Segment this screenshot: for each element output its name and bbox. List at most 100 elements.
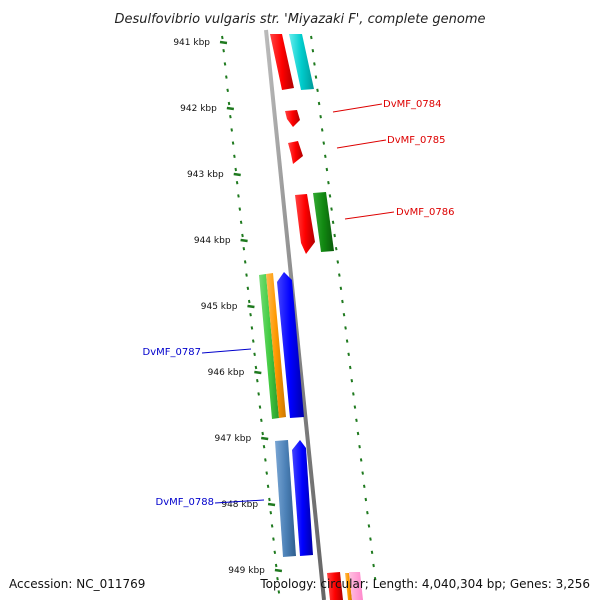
ruler-tick-label: 947 kbp [214,434,251,444]
topology-text: Topology: circular; Length: 4,040,304 bp… [260,577,590,591]
gc-dot [372,563,375,568]
gene-DvMF_0785[interactable] [288,141,303,164]
ruler-tick [254,370,262,375]
ruler-tick-label: 946 kbp [208,368,245,378]
ruler-tick [233,172,241,177]
ruler-tick-label: 948 kbp [221,500,258,510]
map-title: Desulfovibrio vulgaris str. 'Miyazaki F'… [114,12,485,27]
gc-dot [270,524,274,528]
gc-dot [362,484,366,488]
gc-dot [245,273,248,277]
gene-cyan-top[interactable] [289,34,314,90]
gc-dot [225,75,228,79]
gc-dot [350,379,354,383]
gc-dot [367,524,371,528]
gc-dot [317,101,321,106]
label-DvMF_0786[interactable]: DvMF_0786 [396,207,454,218]
ruler-tick [247,304,255,309]
gc-dot [257,392,260,396]
gene-orange-bottom[interactable] [345,573,352,600]
ruler-tick [240,238,248,243]
gene-red-top[interactable] [270,34,294,90]
label-DvMF_0787[interactable]: DvMF_0787 [143,347,201,358]
gc-dot [313,62,316,66]
gc-dot [352,392,355,396]
gc-dot [364,497,368,502]
gc-dot [369,537,372,541]
label-DvMF_0788[interactable]: DvMF_0788 [156,497,214,508]
gc-dot [243,260,247,264]
gene-DvMF_0787[interactable] [277,272,304,418]
gc-dot [272,537,275,541]
ruler-tick-label: 945 kbp [201,302,238,312]
gc-dot [234,167,238,172]
label-DvMF_0785[interactable]: DvMF_0785 [387,135,445,146]
accession-text: Accession: NC_011769 [9,577,146,591]
gene-orange[interactable] [266,273,286,418]
gene-labels: DvMF_0784 DvMF_0785 DvMF_0786 DvMF_0787 … [143,99,455,508]
leader-DvMF_0785 [336,139,387,149]
gc-dot [339,286,343,290]
gc-dot [327,181,330,185]
gene-DvMF_0784[interactable] [285,110,300,127]
gc-dot [345,339,349,343]
gc-dot [366,511,369,515]
gc-dot [253,352,256,356]
gc-dot [251,339,255,343]
gene-blue-lower[interactable] [292,440,313,556]
gc-dot [353,405,357,409]
gc-dot [316,88,319,92]
gc-dot [361,471,364,475]
gc-dot [226,88,229,92]
gc-dot [310,35,313,40]
gc-dot [262,445,266,449]
gene-red-bottom[interactable] [327,572,343,600]
gc-dot [328,194,332,198]
gc-dot [250,326,254,330]
gc-dot [242,247,246,251]
gc-dot [348,365,352,370]
gc-track-left [221,35,281,594]
gc-dot [330,207,333,211]
leader-DvMF_0786 [344,211,395,220]
gc-dot [229,115,232,119]
gene-pink-bottom[interactable] [349,572,363,600]
gc-dot [260,418,263,422]
gc-dot [320,128,324,132]
gc-dot [342,313,346,317]
gc-dot [269,511,273,515]
ruler: 941 kbp 942 kbp 943 kbp 944 kbp 945 kbp 946 k… [173,38,283,576]
gc-dot [266,484,270,488]
gc-dot [223,62,227,66]
gene-DvMF_0786-red[interactable] [295,194,315,254]
gene-light-green[interactable] [259,274,279,419]
gc-dot [246,286,250,290]
gc-dot [222,49,225,53]
gc-dot [311,49,315,53]
gene-DvMF_0788[interactable] [275,440,296,557]
gc-dot [325,167,329,172]
gc-dot [355,418,358,422]
gc-dot [265,471,269,475]
gc-dot [338,273,341,277]
ruler-tick-label: 943 kbp [187,170,224,180]
label-DvMF_0784[interactable]: DvMF_0784 [383,99,441,110]
gc-dot [347,352,350,356]
gc-dot [356,431,360,436]
gc-dot [334,247,338,251]
gc-dot [314,75,318,79]
gc-dot [277,590,281,594]
gc-dot [254,365,258,370]
leader-DvMF_0788 [214,499,265,504]
gc-dot [238,207,242,211]
gc-dot [233,154,236,158]
gc-dot [227,101,231,106]
gc-dot [268,497,271,502]
gene-DvMF_0786-green[interactable] [313,192,334,252]
gc-dot [341,299,344,304]
gc-dot [264,458,267,462]
gc-dot [247,299,251,304]
gc-dot [221,35,224,40]
gc-dot [256,379,259,383]
